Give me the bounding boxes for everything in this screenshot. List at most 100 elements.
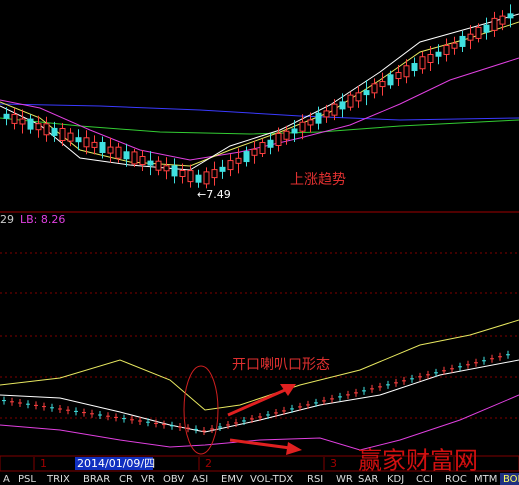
candle-body xyxy=(35,123,42,131)
candle-body xyxy=(243,151,250,163)
candle-body xyxy=(51,127,58,136)
candle-body xyxy=(395,72,402,80)
candle-body xyxy=(355,92,362,102)
candle-body xyxy=(275,132,282,146)
candle-body xyxy=(451,42,458,49)
candle-body xyxy=(19,118,26,125)
tab[interactable]: ASI xyxy=(192,474,208,485)
candle-body xyxy=(219,166,226,172)
candle-body xyxy=(419,56,426,70)
tab[interactable]: BRAR xyxy=(83,474,110,485)
tab[interactable]: ROC xyxy=(445,474,467,485)
timeline-mark: 3 xyxy=(330,457,337,470)
candle-body xyxy=(75,137,82,143)
candle-body xyxy=(259,142,266,155)
candle-body xyxy=(211,169,218,179)
timeline-mark: 2 xyxy=(205,457,212,470)
tab[interactable]: TRIX xyxy=(46,474,70,485)
candle-body xyxy=(131,151,138,165)
candle-body xyxy=(491,17,498,31)
candle-body xyxy=(499,15,506,25)
tab[interactable]: A xyxy=(3,474,10,485)
trend-note: 上涨趋势 xyxy=(290,172,346,188)
ma-blue xyxy=(0,103,519,121)
candle-body xyxy=(507,13,514,19)
candle-body xyxy=(3,113,10,119)
tab[interactable]: WR xyxy=(336,474,353,485)
price-panel: ←7.49 上涨趋势 xyxy=(0,4,519,201)
candle-body xyxy=(115,146,122,159)
candle-body xyxy=(99,142,106,153)
highlight-ellipse xyxy=(183,365,219,455)
candle-body xyxy=(435,51,442,57)
tab-active-bg xyxy=(500,473,519,485)
candle-body xyxy=(379,81,386,88)
candle-body xyxy=(155,160,162,171)
candle-body xyxy=(403,65,410,78)
candle-body xyxy=(203,171,210,185)
candle-body xyxy=(43,123,50,136)
boll-upper xyxy=(0,319,519,411)
boll-lower xyxy=(0,394,519,451)
candle-body xyxy=(195,174,202,183)
candle-body xyxy=(139,156,146,165)
tab[interactable]: KDJ xyxy=(387,474,404,485)
ma-magenta xyxy=(0,57,519,161)
tab[interactable]: SAR xyxy=(358,474,378,485)
candle-body xyxy=(283,130,290,140)
tab[interactable]: VR xyxy=(141,474,155,485)
tab[interactable]: RSI xyxy=(307,474,323,485)
candle-body xyxy=(251,148,258,156)
timeline-mark: 1 xyxy=(40,457,47,470)
boll-mid xyxy=(0,359,519,433)
indicator-lb: LB: 8.26 xyxy=(20,213,65,226)
candle-body xyxy=(235,157,242,164)
candle-body xyxy=(315,112,322,124)
candle-body xyxy=(27,118,34,130)
arrow-head xyxy=(286,442,302,455)
tab[interactable]: BOLL xyxy=(503,474,519,485)
tab[interactable]: OBV xyxy=(163,474,184,485)
candle-body xyxy=(91,141,98,148)
candle-body xyxy=(371,83,378,94)
candle-body xyxy=(123,151,130,160)
candle-body xyxy=(459,35,466,47)
candle-body xyxy=(59,128,66,141)
tab-bar xyxy=(0,472,519,485)
candle-body xyxy=(179,170,186,177)
arrow xyxy=(229,438,291,450)
candle-body xyxy=(347,94,354,108)
candle-body xyxy=(443,44,450,55)
low-marker: ←7.49 xyxy=(197,188,231,201)
candle-body xyxy=(267,139,274,148)
arrow xyxy=(227,388,286,417)
pattern-note: 开口喇叭口形态 xyxy=(232,357,330,373)
tab[interactable]: CCI xyxy=(416,474,433,485)
candle-body xyxy=(483,24,490,33)
watermark: 赢家财富网 xyxy=(358,447,478,475)
ma-white xyxy=(0,13,519,171)
candle-body xyxy=(107,146,114,154)
candle-body xyxy=(323,110,330,118)
tab[interactable]: CR xyxy=(119,474,133,485)
indicator-panel: 开口喇叭口形态 xyxy=(0,252,519,455)
candle-body xyxy=(187,170,194,183)
tab[interactable]: EMV xyxy=(221,474,243,485)
candle-body xyxy=(11,113,18,124)
timeline-mark: 4 xyxy=(460,457,467,470)
candle-body xyxy=(299,121,306,132)
candle-body xyxy=(387,74,394,86)
candle-body xyxy=(163,165,170,172)
candle-body xyxy=(227,160,234,171)
date-box xyxy=(75,457,153,470)
candle-body xyxy=(171,165,178,177)
tab[interactable]: VOL-TDX xyxy=(250,474,293,485)
tab[interactable]: PSL xyxy=(18,474,36,485)
candle-body xyxy=(411,63,418,72)
candle-body xyxy=(307,119,314,126)
tab[interactable]: MTM xyxy=(474,474,497,485)
candle-body xyxy=(147,160,154,166)
candle-body xyxy=(475,26,482,39)
